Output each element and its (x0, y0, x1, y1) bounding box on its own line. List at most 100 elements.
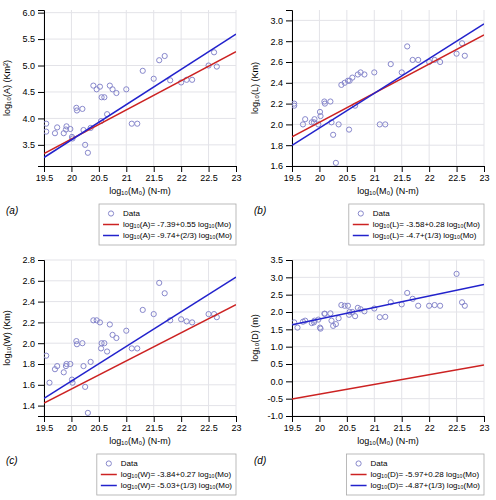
y-axis: 1.41.61.82.02.22.42.62.8 (22, 255, 44, 416)
point (140, 68, 145, 73)
point (372, 70, 377, 75)
grid-line-y (44, 39, 236, 40)
point (85, 150, 90, 155)
tick-mark (38, 343, 44, 344)
tick-label: 4.5 (22, 87, 35, 97)
point (462, 53, 467, 58)
grid-line-y (44, 301, 236, 302)
point (85, 410, 90, 415)
grid-line-x (236, 10, 237, 166)
tick-label: 3.0 (270, 273, 283, 283)
tick-label: 3.5 (270, 255, 283, 265)
grid-line-y (44, 144, 236, 145)
tick: 4.0 (22, 114, 44, 124)
tick-label: 2.5 (270, 290, 283, 300)
y-axis-title: log₁₀(W) (Km) (2, 310, 12, 365)
subplot-label: (b) (254, 205, 266, 216)
tick-mark (38, 322, 44, 323)
tick-mark (286, 329, 292, 330)
tick: 2.6 (270, 57, 292, 67)
grid-line-x (71, 10, 72, 166)
axis-line (38, 261, 45, 417)
point (55, 363, 60, 368)
point (80, 106, 85, 111)
y-axis: 3.54.04.55.05.56.0 (22, 8, 44, 166)
tick-label: 20 (67, 423, 77, 433)
tick-label: 1.4 (22, 401, 35, 411)
x-axis: 19.52020.52121.52222.523 (284, 416, 490, 433)
point (214, 64, 219, 69)
tick-label: 1.8 (22, 359, 35, 369)
fit-line (292, 35, 484, 137)
point (328, 99, 333, 104)
grid-line-y (292, 82, 484, 83)
grid-line-y (44, 91, 236, 92)
tick-label: 19.5 (284, 173, 302, 183)
point (88, 359, 93, 364)
point (102, 95, 107, 100)
point (151, 76, 156, 81)
tick-label: 6.0 (22, 8, 35, 18)
fit-line (44, 277, 236, 398)
grid-line-y (44, 260, 236, 261)
legend-entry: log₁₀(L)= -3.58+0.28 log₁₀(Mo) (373, 220, 481, 229)
tick-mark (286, 104, 292, 105)
axis-line (45, 167, 237, 173)
tick: 23 (231, 166, 241, 183)
grid-line-x (126, 260, 127, 416)
tick-mark (319, 166, 320, 172)
grid-line-x (346, 260, 347, 416)
tick-label: 1.6 (22, 380, 35, 390)
tick-label: 2.0 (270, 307, 283, 317)
legend-box (99, 204, 236, 245)
legend-entry: Data (121, 459, 138, 468)
point (44, 121, 49, 126)
legend-swatch (103, 235, 119, 237)
tick: 1.0 (270, 342, 292, 352)
point (83, 142, 88, 147)
tick: 1.5 (270, 325, 292, 335)
point (336, 122, 341, 127)
point (362, 72, 367, 77)
tick-mark (286, 295, 292, 296)
x-axis: 19.52020.52121.52222.523 (36, 416, 242, 433)
point (454, 271, 459, 276)
tick: 19.5 (36, 416, 54, 433)
tick-label: 3.0 (270, 16, 283, 26)
point (383, 314, 388, 319)
point (377, 315, 382, 320)
grid-line-x (374, 10, 375, 166)
legend-swatch (351, 485, 367, 487)
tick-mark (429, 416, 430, 422)
tick: 20 (315, 416, 325, 433)
tick-mark (286, 381, 292, 382)
tick-mark (484, 416, 485, 422)
grid-line-x (208, 10, 209, 166)
subplot: 19.52020.52121.52222.5233.54.04.55.05.56… (2, 8, 242, 245)
tick-mark (286, 166, 292, 167)
tick: 2.0 (22, 339, 44, 349)
legend-entry: Data (123, 209, 140, 218)
tick-mark (126, 416, 127, 422)
tick: 3.0 (270, 273, 292, 283)
tick-label: -1.0 (267, 411, 283, 421)
tick-label: 22 (177, 173, 187, 183)
tick: 4.5 (22, 87, 44, 97)
tick: 2.4 (22, 297, 44, 307)
point (162, 291, 167, 296)
tick: 20 (67, 416, 77, 433)
grid-line-x (456, 260, 457, 416)
tick-label: 22 (425, 173, 435, 183)
tick-label: 20.5 (339, 173, 357, 183)
axis-line (38, 11, 45, 167)
tick-label: 2.2 (22, 318, 35, 328)
point (322, 101, 327, 106)
point (438, 303, 443, 308)
tick-label: 2.4 (22, 297, 35, 307)
subplot: 19.52020.52121.52222.5231.41.61.82.02.22… (2, 255, 242, 495)
point (55, 125, 60, 130)
plot-area (292, 271, 484, 399)
tick-mark (286, 399, 292, 400)
tick-label: 20.5 (91, 423, 109, 433)
legend: Datalog₁₀(L)= -3.58+0.28 log₁₀(Mo)log₁₀(… (349, 204, 484, 245)
